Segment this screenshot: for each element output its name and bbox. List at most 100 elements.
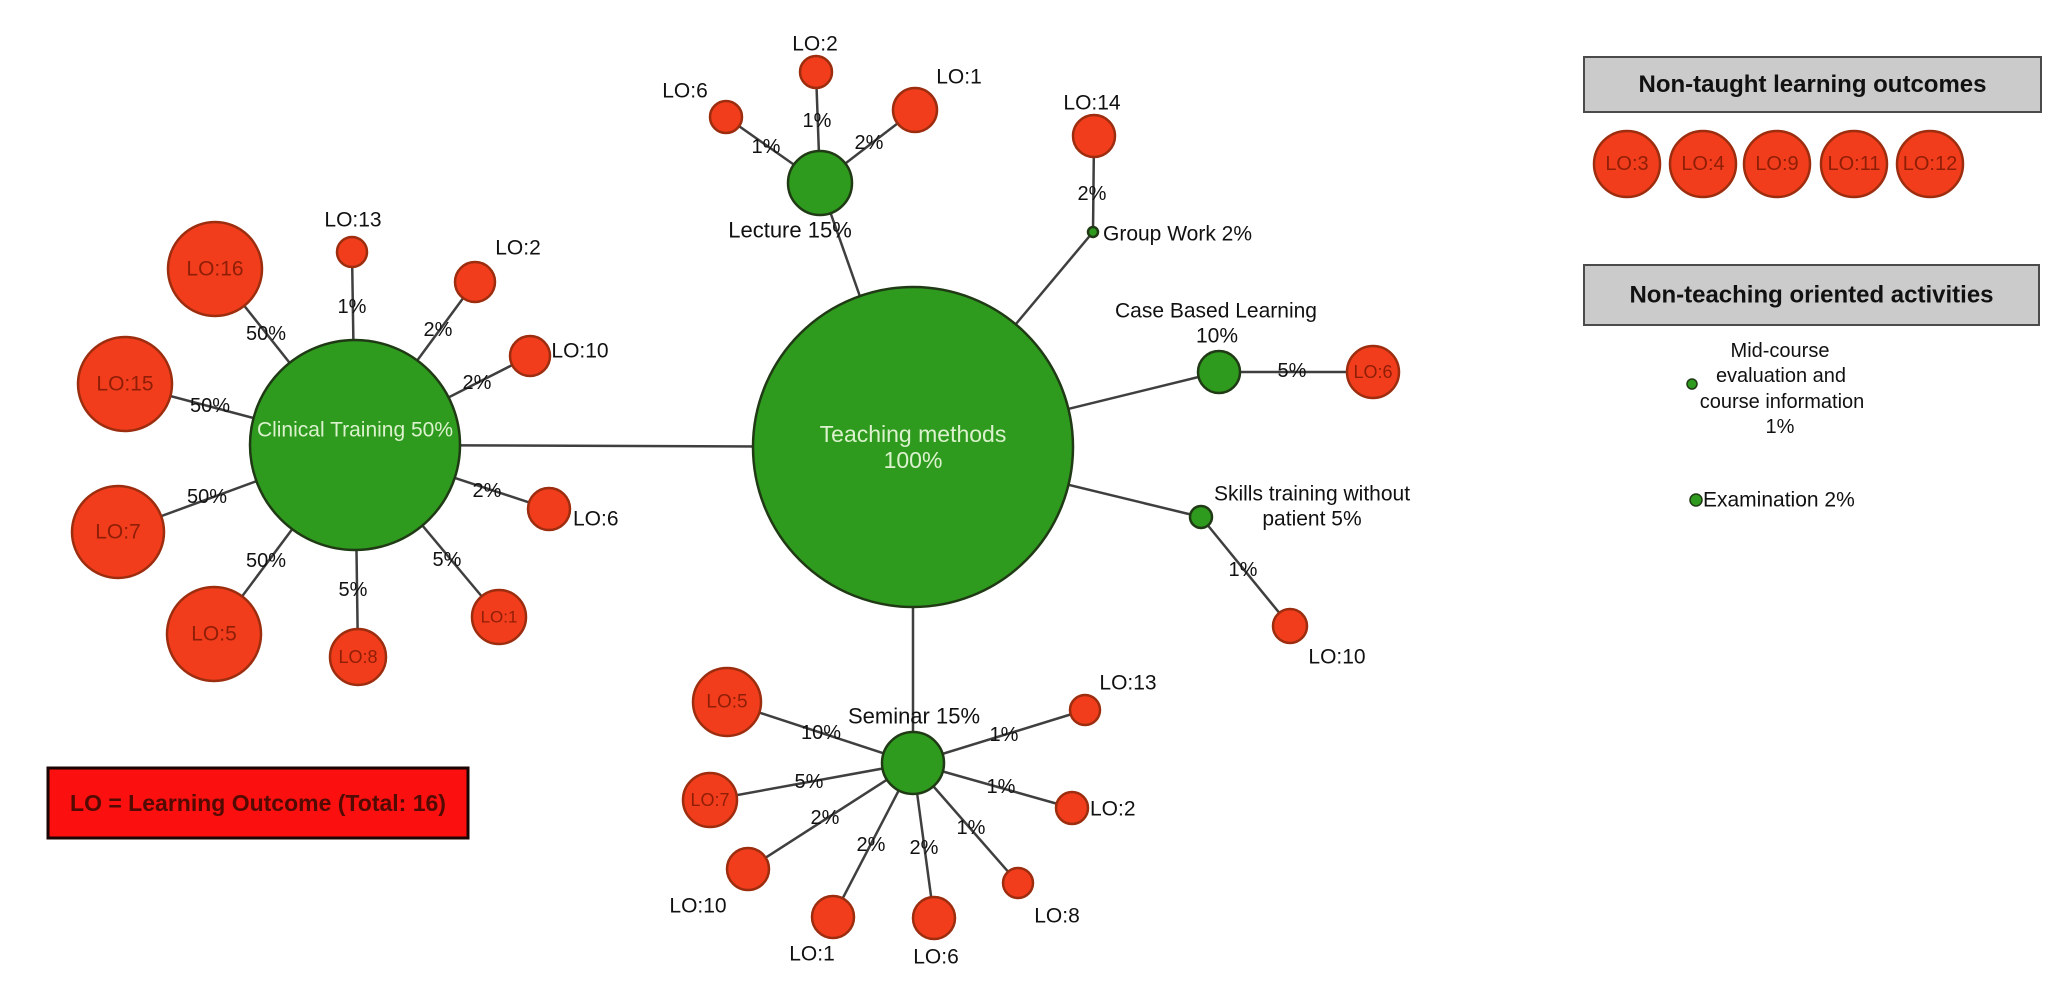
examination-dot — [1689, 493, 1703, 507]
lo6-case-based-label: LO:6 — [1353, 362, 1392, 382]
lo14-groupwork-label: LO:14 — [1063, 92, 1121, 115]
lecture-label: Lecture 15% — [728, 218, 852, 243]
non-teaching-panel-box — [1583, 264, 2040, 326]
edge-label-clinical-training-to-lo7-clinical: 50% — [187, 486, 227, 508]
lo13-seminar-label: LO:13 — [1099, 672, 1156, 695]
lo10-clinical-node — [508, 334, 552, 378]
lo1-seminar-label: LO:1 — [789, 943, 835, 966]
non-taught-outcome-label: LO:9 — [1755, 153, 1798, 175]
teaching-methods-label: 100% — [884, 447, 943, 473]
lo13-clinical-label: LO:13 — [324, 209, 381, 232]
case-based-learning-label: 10% — [1196, 325, 1238, 348]
lo1-lecture-label: LO:1 — [936, 66, 982, 89]
lo6-clinical-node — [526, 486, 572, 532]
edge-seminar-to-lo10-seminar — [747, 761, 914, 871]
lo7-seminar-node — [681, 771, 739, 829]
edge-label-clinical-training-to-lo8-clinical: 5% — [339, 579, 368, 601]
non-taught-outcome-node — [1895, 129, 1965, 199]
lo1-lecture-node — [891, 86, 939, 134]
edge-label-seminar-to-lo6-seminar: 2% — [910, 837, 939, 859]
teaching-methods-label: Teaching methods — [820, 421, 1007, 447]
non-taught-outcome-label: LO:12 — [1903, 153, 1957, 175]
lo-legend-text: LO = Learning Outcome (Total: 16) — [70, 790, 446, 816]
lo10-skills-label: LO:10 — [1308, 646, 1365, 669]
lo16-clinical-node — [166, 220, 264, 318]
skills-training-without-patient-label: Skills training without — [1214, 483, 1410, 506]
lo2-seminar-label: LO:2 — [1090, 798, 1136, 821]
lo10-clinical-label: LO:10 — [551, 340, 608, 363]
lo14-groupwork-node — [1071, 113, 1117, 159]
non-taught-panel-title: Non-taught learning outcomes — [1639, 71, 1987, 98]
edge-label-clinical-training-to-lo6-clinical: 2% — [473, 480, 502, 502]
edge-label-case-based-learning-to-lo6-case-based: 5% — [1278, 360, 1307, 382]
lo5-seminar-label: LO:5 — [706, 692, 747, 713]
midcourse-label: 1% — [1766, 416, 1795, 438]
lo5-clinical-node — [165, 585, 263, 683]
lecture-node — [786, 149, 854, 217]
lo6-case-based-node — [1345, 344, 1401, 400]
lo2-clinical-node — [453, 260, 497, 304]
lo2-lecture-node — [798, 54, 834, 90]
edge-label-clinical-training-to-lo2-clinical: 2% — [424, 319, 453, 341]
side-panels-layer: Non-taught learning outcomes LO:3 LO:4 LO:9… — [46, 56, 2042, 840]
edge-label-seminar-to-lo13-seminar: 1% — [990, 724, 1019, 746]
edge-label-seminar-to-lo2-seminar: 1% — [987, 776, 1016, 798]
lo-legend-box — [46, 766, 470, 840]
edge-label-seminar-to-lo8-seminar: 1% — [957, 817, 986, 839]
nodes-layer — [70, 54, 1401, 941]
lo10-skills-node — [1271, 607, 1309, 645]
edge-seminar-to-lo7-seminar — [709, 761, 914, 802]
lo6-seminar-node — [911, 895, 957, 941]
non-taught-outcome-label: LO:3 — [1605, 153, 1648, 175]
edge-label-clinical-training-to-lo1-clinical: 5% — [433, 549, 462, 571]
lo10-seminar-label: LO:10 — [669, 895, 726, 918]
edge-label-clinical-training-to-lo13-clinical: 1% — [338, 296, 367, 318]
non-taught-outcome-node — [1592, 129, 1662, 199]
lo5-seminar-node — [691, 666, 763, 738]
edge-label-skills-training-without-patient-to-lo10-skills: 1% — [1229, 559, 1258, 581]
lo1-clinical-node — [470, 588, 528, 646]
edge-label-seminar-to-lo5-seminar: 10% — [801, 722, 841, 744]
edge-label-clinical-training-to-lo16-clinical: 50% — [246, 323, 286, 345]
lo6-seminar-label: LO:6 — [913, 946, 959, 969]
lo7-seminar-label: LO:7 — [690, 790, 729, 810]
skills-training-without-patient-label: patient 5% — [1262, 508, 1361, 531]
lo7-clinical-label: LO:7 — [95, 521, 141, 544]
edge-label-seminar-to-lo7-seminar: 5% — [795, 771, 824, 793]
lo1-seminar-node — [810, 894, 856, 940]
non-teaching-panel-title: Non-teaching oriented activities — [1629, 282, 1993, 309]
non-taught-outcome-label: LO:11 — [1828, 153, 1881, 175]
non-taught-outcome-node — [1819, 129, 1889, 199]
skills-training-without-patient-node — [1188, 504, 1214, 530]
clinical-training-label: Clinical Training 50% — [257, 419, 453, 442]
lo13-clinical-node — [335, 235, 369, 269]
lo13-seminar-node — [1068, 693, 1102, 727]
edge-label-lecture-to-lo6-lecture: 1% — [752, 136, 781, 158]
lo2-clinical-label: LO:2 — [495, 237, 541, 260]
case-based-learning-label: Case Based Learning — [1115, 300, 1317, 323]
lo2-seminar-node — [1054, 790, 1090, 826]
edge-label-group-work-to-lo14-groupwork: 2% — [1078, 183, 1107, 205]
edge-label-clinical-training-to-lo15-clinical: 50% — [190, 395, 230, 417]
seminar-node — [880, 730, 946, 796]
lo8-seminar-label: LO:8 — [1034, 905, 1080, 928]
clinical-training-node — [248, 338, 462, 552]
edge-label-lecture-to-lo1-lecture: 2% — [855, 132, 884, 154]
edge-label-clinical-training-to-lo5-clinical: 50% — [246, 550, 286, 572]
lo2-lecture-label: LO:2 — [792, 33, 838, 56]
midcourse-label: Mid-course — [1731, 340, 1830, 362]
edge-label-lecture-to-lo2-lecture: 1% — [803, 110, 832, 132]
midcourse-dot — [1686, 378, 1698, 390]
edge-label-seminar-to-lo10-seminar: 2% — [811, 807, 840, 829]
lo16-clinical-label: LO:16 — [186, 258, 243, 281]
teaching-methods-node — [751, 285, 1075, 609]
midcourse-label: course information — [1700, 391, 1865, 413]
edge-label-seminar-to-lo1-seminar: 2% — [857, 834, 886, 856]
examination-label: Examination 2% — [1703, 489, 1855, 512]
case-based-learning-node — [1196, 349, 1242, 395]
lo15-clinical-node — [76, 335, 174, 433]
lo6-lecture-node — [708, 99, 744, 135]
non-taught-outcome-node — [1742, 129, 1812, 199]
lo7-clinical-node — [70, 484, 166, 580]
non-taught-outcome-node — [1668, 129, 1738, 199]
